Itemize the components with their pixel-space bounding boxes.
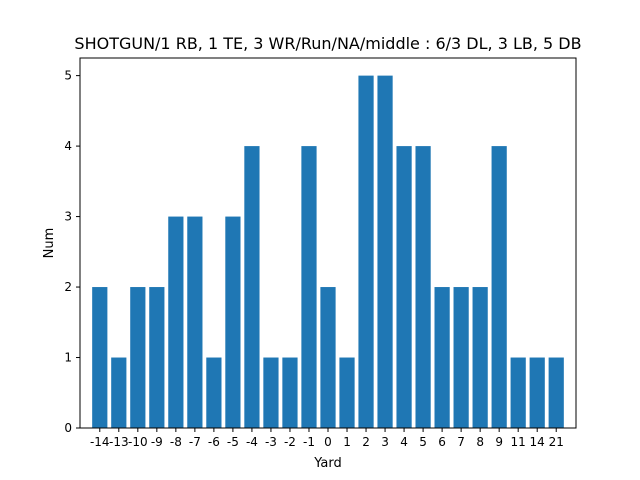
y-tick-label: 3 [64, 210, 72, 224]
y-tick-label: 4 [64, 139, 72, 153]
bar--10 [130, 287, 146, 428]
x-tick-label: -9 [151, 435, 163, 449]
bar-2 [358, 75, 374, 428]
x-tick-label: 6 [438, 435, 446, 449]
bar--3 [263, 357, 279, 428]
plot-area: -14 -13 -10 -9 -8 -7 -6 -5 -4 -3 -2 -1 0 1 2 3 4 5 6 7 8 9 11 1… [64, 69, 564, 449]
bar--7 [187, 216, 203, 428]
x-tick-label: 4 [400, 435, 408, 449]
x-tick-label: -5 [227, 435, 239, 449]
y-axis-label: Num [42, 228, 57, 259]
bar--6 [206, 357, 222, 428]
bar--5 [225, 216, 241, 428]
x-tick-label: -8 [170, 435, 182, 449]
y-tick-label: 2 [64, 280, 72, 294]
x-tick-label: -14 [90, 435, 110, 449]
bar-5 [415, 146, 431, 428]
bar-11 [510, 357, 526, 428]
x-tick-label: -1 [303, 435, 315, 449]
x-tick-label: 5 [419, 435, 427, 449]
bar-9 [491, 146, 507, 428]
x-tick-label: 7 [457, 435, 465, 449]
x-tick-label: -2 [284, 435, 296, 449]
bar-14 [529, 357, 545, 428]
bar--4 [244, 146, 260, 428]
bar--8 [168, 216, 184, 428]
plot-frame [79, 57, 577, 429]
y-tick-label: 0 [64, 421, 72, 435]
y-tick-label: 5 [64, 69, 72, 83]
bar--1 [301, 146, 317, 428]
x-tick-label: 9 [495, 435, 503, 449]
bar-6 [434, 287, 450, 428]
x-tick-label: 3 [381, 435, 389, 449]
x-tick-label: -13 [109, 435, 129, 449]
bar-8 [472, 287, 488, 428]
x-tick-label: -4 [246, 435, 258, 449]
x-tick-label: -10 [128, 435, 148, 449]
x-tick-label: 14 [530, 435, 545, 449]
x-tick-label: -3 [265, 435, 277, 449]
x-tick-label: 1 [343, 435, 351, 449]
chart-title: SHOTGUN/1 RB, 1 TE, 3 WR/Run/NA/middle :… [74, 34, 581, 53]
bar--9 [149, 287, 165, 428]
x-tick-label: -7 [189, 435, 201, 449]
x-tick-label: 0 [324, 435, 332, 449]
x-tick-label: -6 [208, 435, 220, 449]
bar--13 [111, 357, 127, 428]
bar-4 [396, 146, 412, 428]
x-tick-label: 2 [362, 435, 370, 449]
x-tick-label: 11 [511, 435, 526, 449]
bar-7 [453, 287, 469, 428]
x-tick-label: 8 [476, 435, 484, 449]
bar--2 [282, 357, 298, 428]
bar--14 [92, 287, 108, 428]
y-tick-label: 1 [64, 351, 72, 365]
bar-3 [377, 75, 393, 428]
x-tick-label: 21 [549, 435, 564, 449]
bar-21 [548, 357, 564, 428]
bar-0 [320, 287, 336, 428]
x-axis-label: Yard [313, 456, 342, 471]
bar-1 [339, 357, 355, 428]
